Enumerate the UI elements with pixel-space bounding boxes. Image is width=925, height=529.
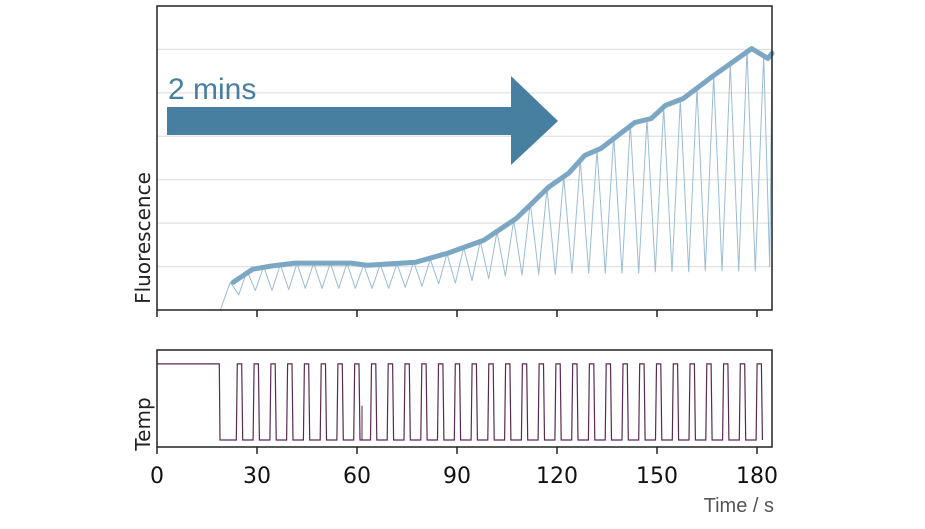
time-x-ticks: 0 30 60 90 120 150 180 bbox=[150, 447, 778, 489]
x-tick-label: 150 bbox=[636, 464, 678, 489]
x-tick-label: 180 bbox=[736, 464, 778, 489]
fluorescence-plot-frame bbox=[156, 5, 773, 311]
two-minute-arrow bbox=[167, 76, 558, 165]
temp-axis-label: Temp bbox=[131, 397, 155, 451]
fluorescence-peaks-line bbox=[230, 46, 775, 285]
x-tick-label: 90 bbox=[443, 464, 471, 489]
x-tick-label: 30 bbox=[243, 464, 271, 489]
temperature-series bbox=[157, 363, 763, 441]
temperature-plot-frame bbox=[156, 349, 773, 448]
fluorescence-series bbox=[219, 46, 775, 311]
temperature-line bbox=[157, 363, 763, 441]
x-tick-label: 120 bbox=[536, 464, 578, 489]
fluorescence-gridlines bbox=[157, 48, 772, 268]
fluorescence-axis-label: Fluorescence bbox=[131, 172, 155, 304]
x-tick-label: 60 bbox=[343, 464, 371, 489]
fluorescence-raw-line bbox=[219, 49, 773, 311]
arrow-shaft bbox=[167, 107, 513, 135]
x-tick-label: 0 bbox=[150, 464, 164, 489]
arrow-head bbox=[511, 76, 558, 165]
two-minutes-annotation: 2 mins bbox=[168, 73, 256, 106]
fluorescence-x-ticks bbox=[156, 310, 758, 317]
time-axis-label: Time / s bbox=[704, 495, 774, 517]
